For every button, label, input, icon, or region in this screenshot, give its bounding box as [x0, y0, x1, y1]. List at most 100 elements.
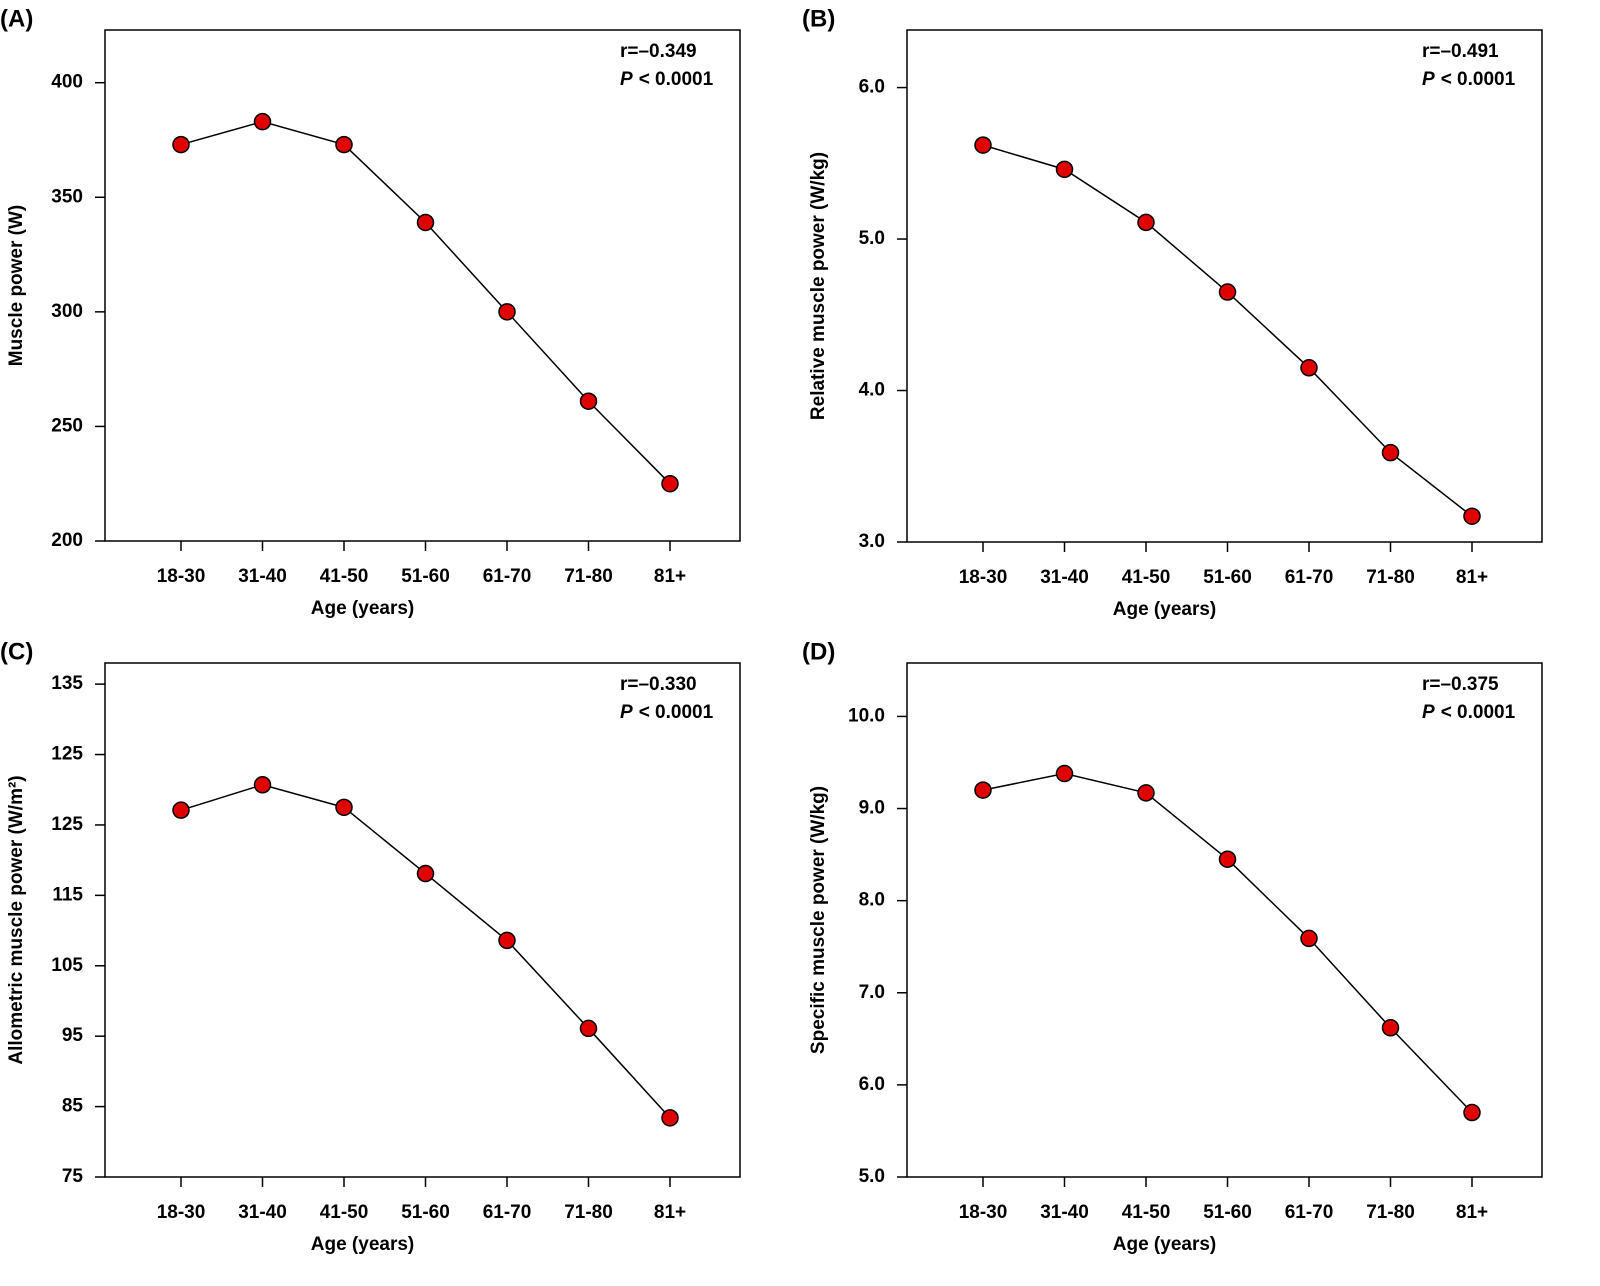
data-point: [579, 1019, 598, 1038]
x-tick-label: 61-70: [483, 1202, 532, 1223]
p-symbol: P: [1422, 702, 1435, 723]
plot-frame: [104, 662, 741, 1178]
y-axis-label: Allometric muscle power (W/m²): [6, 775, 27, 1064]
data-point: [335, 135, 353, 154]
x-tick-label: 31-40: [238, 566, 287, 587]
y-tick-label: 200: [51, 530, 83, 551]
x-axis-label: Age (years): [311, 598, 415, 619]
data-point: [1137, 784, 1155, 802]
data-point: [661, 474, 679, 493]
data-line: [180, 784, 671, 1119]
y-tick-label: 9.0: [859, 798, 885, 819]
annotation-p: P < 0.0001: [620, 69, 714, 90]
data-line: [982, 144, 1473, 517]
data-point: [253, 112, 272, 131]
x-tick-label: 61-70: [1285, 567, 1334, 588]
panel-label: (A): [0, 5, 33, 32]
data-point: [416, 213, 435, 232]
data-point: [1463, 507, 1481, 525]
annotation-r: r=–0.491: [1422, 41, 1499, 62]
y-tick-label: 135: [51, 673, 83, 694]
x-tick-label: 61-70: [483, 566, 532, 587]
x-axis-label: Age (years): [311, 1234, 415, 1255]
annotation-p: P < 0.0001: [620, 702, 714, 723]
data-point: [1218, 283, 1237, 301]
y-tick-label: 105: [51, 955, 83, 976]
data-point: [1300, 929, 1318, 948]
data-point: [1055, 764, 1074, 783]
data-point: [1381, 443, 1400, 462]
x-tick-label: 31-40: [238, 1202, 287, 1223]
x-tick-label: 51-60: [1203, 1202, 1252, 1223]
y-axis-label: Muscle power (W): [6, 205, 27, 367]
y-tick-label: 250: [51, 415, 83, 436]
data-point: [1218, 850, 1237, 868]
y-tick-label: 5.0: [859, 1166, 885, 1187]
y-tick-label: 125: [51, 814, 83, 835]
x-tick-label: 18-30: [157, 1202, 206, 1223]
x-tick-label: 51-60: [1203, 567, 1252, 588]
data-point: [974, 136, 992, 154]
y-tick-label: 6.0: [859, 77, 885, 98]
plot-frame: [906, 29, 1543, 543]
annotation-r: r=–0.330: [620, 674, 697, 695]
y-tick-label: 7.0: [859, 982, 885, 1003]
x-axis-label: Age (years): [1113, 1234, 1217, 1255]
y-tick-label: 8.0: [859, 890, 885, 911]
data-point: [253, 776, 272, 794]
x-tick-label: 71-80: [564, 566, 613, 587]
y-axis-label: Specific muscle power (W/kg): [808, 786, 829, 1054]
x-tick-label: 81+: [654, 1202, 686, 1223]
y-tick-label: 95: [62, 1025, 84, 1046]
data-point: [1381, 1019, 1400, 1037]
data-point: [498, 931, 516, 950]
data-point: [579, 392, 598, 410]
panel: (A) Muscle power (W) Age (years) 200 250 300 3…: [0, 5, 741, 619]
x-tick-label: 41-50: [1122, 567, 1171, 588]
y-tick-label: 10.0: [848, 705, 885, 726]
p-symbol: P: [620, 702, 633, 723]
x-tick-label: 61-70: [1285, 1202, 1334, 1223]
x-tick-label: 31-40: [1040, 567, 1089, 588]
plot-frame: [906, 662, 1543, 1178]
panel-label: (B): [802, 5, 835, 32]
x-tick-label: 18-30: [959, 567, 1008, 588]
data-point: [172, 801, 190, 819]
x-tick-label: 18-30: [157, 566, 206, 587]
p-text: < 0.0001: [1441, 69, 1516, 90]
y-tick-label: 125: [51, 744, 83, 765]
x-tick-label: 81+: [1456, 567, 1488, 588]
panel-label: (C): [0, 638, 33, 665]
y-tick-label: 85: [62, 1096, 84, 1117]
panel: (C) Allometric muscle power (W/m²) Age (ye…: [0, 638, 741, 1255]
data-point: [1137, 213, 1155, 232]
x-tick-label: 18-30: [959, 1202, 1008, 1223]
data-point: [172, 135, 190, 154]
p-text: < 0.0001: [639, 69, 714, 90]
annotation-p: P < 0.0001: [1422, 702, 1516, 723]
x-axis-label: Age (years): [1113, 599, 1217, 620]
p-symbol: P: [1422, 69, 1435, 90]
data-point: [416, 864, 435, 883]
x-tick-label: 81+: [654, 566, 686, 587]
data-line: [982, 772, 1473, 1114]
y-axis-label: Relative muscle power (W/kg): [808, 152, 829, 420]
x-tick-label: 41-50: [320, 566, 369, 587]
y-tick-label: 115: [52, 884, 83, 905]
y-tick-label: 6.0: [859, 1074, 885, 1095]
y-tick-label: 5.0: [859, 228, 885, 249]
y-tick-label: 300: [51, 301, 83, 322]
x-tick-label: 81+: [1456, 1202, 1488, 1223]
y-tick-label: 400: [51, 72, 83, 93]
y-tick-label: 4.0: [859, 380, 885, 401]
x-tick-label: 41-50: [1122, 1202, 1171, 1223]
x-tick-label: 51-60: [401, 566, 450, 587]
plot-frame: [104, 29, 741, 542]
p-text: < 0.0001: [639, 702, 714, 723]
data-point: [1055, 160, 1074, 179]
x-tick-label: 71-80: [1366, 1202, 1415, 1223]
annotation-r: r=–0.375: [1422, 674, 1499, 695]
data-point: [661, 1109, 679, 1127]
data-line: [180, 120, 671, 485]
